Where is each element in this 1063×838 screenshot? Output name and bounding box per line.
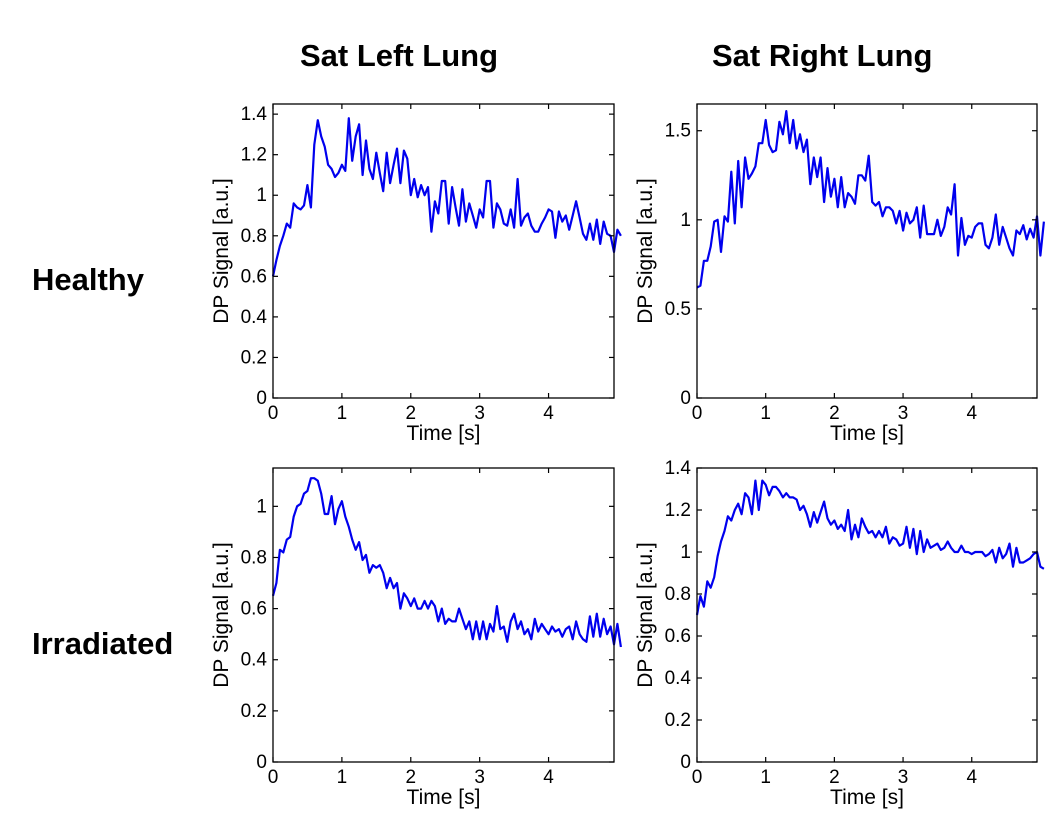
series-line-0 <box>271 117 622 277</box>
series-line-0 <box>695 479 1045 616</box>
axes-frame <box>696 103 1038 399</box>
y-tick-label: 1 <box>680 542 691 563</box>
x-tick-label: 2 <box>405 403 416 424</box>
y-tick-label: 1.4 <box>665 458 692 479</box>
x-axis-label: Time [s] <box>407 422 481 445</box>
x-axis-label: Time [s] <box>407 786 481 809</box>
series-line-0 <box>271 477 622 648</box>
y-tick-label: 0.2 <box>241 701 267 722</box>
y-axis-label: DP Signal [a.u.] <box>210 178 233 324</box>
x-tick-label: 4 <box>966 403 977 424</box>
y-tick-label: 0 <box>680 388 691 409</box>
y-tick-label: 0 <box>680 752 691 773</box>
series-line-0 <box>696 109 1045 289</box>
row-title-healthy: Healthy <box>32 262 144 297</box>
y-tick-label: 0 <box>256 752 267 773</box>
column-title-sat-right-lung: Sat Right Lung <box>712 38 933 73</box>
x-tick-label: 4 <box>543 403 554 424</box>
y-tick-label: 0.8 <box>665 584 691 605</box>
x-tick-label: 0 <box>692 403 703 424</box>
x-tick-label: 1 <box>337 403 348 424</box>
y-tick-label: 0.2 <box>241 347 267 368</box>
x-tick-label: 2 <box>405 767 416 788</box>
y-tick-label: 0.6 <box>665 626 691 647</box>
y-tick-label: 1.2 <box>665 500 691 521</box>
y-axis-label: DP Signal [a.u.] <box>634 542 657 688</box>
axes-frame <box>272 103 615 399</box>
y-tick-label: 1 <box>680 210 691 231</box>
y-tick-label: 0.2 <box>665 710 691 731</box>
x-tick-label: 3 <box>898 403 909 424</box>
axes-frame <box>696 467 1038 763</box>
y-tick-label: 1.4 <box>241 104 268 125</box>
y-tick-label: 0.4 <box>665 668 692 689</box>
x-tick-label: 4 <box>543 767 554 788</box>
x-axis-label: Time [s] <box>830 422 904 445</box>
x-tick-label: 3 <box>898 767 909 788</box>
y-tick-label: 1.2 <box>241 145 267 166</box>
x-tick-label: 3 <box>474 767 485 788</box>
x-tick-label: 1 <box>760 767 771 788</box>
column-title-sat-left-lung: Sat Left Lung <box>300 38 499 73</box>
x-axis-label: Time [s] <box>830 786 904 809</box>
axes-frame <box>272 467 615 763</box>
y-tick-label: 0.5 <box>665 299 691 320</box>
y-tick-label: 1 <box>256 185 267 206</box>
y-tick-label: 1 <box>256 496 267 517</box>
x-tick-label: 3 <box>474 403 485 424</box>
y-tick-label: 0.4 <box>241 650 268 671</box>
x-tick-label: 1 <box>760 403 771 424</box>
x-tick-label: 2 <box>829 403 840 424</box>
y-tick-label: 0.6 <box>241 599 267 620</box>
y-tick-label: 1.5 <box>665 121 691 142</box>
x-tick-label: 4 <box>966 767 977 788</box>
y-axis-label: DP Signal [a.u.] <box>210 542 233 688</box>
row-title-irradiated: Irradiated <box>32 626 174 661</box>
y-tick-label: 0 <box>256 388 267 409</box>
y-axis-label: DP Signal [a.u.] <box>634 178 657 324</box>
x-tick-label: 0 <box>268 767 279 788</box>
y-tick-label: 0.6 <box>241 266 267 287</box>
x-tick-label: 2 <box>829 767 840 788</box>
x-tick-label: 1 <box>337 767 348 788</box>
x-tick-label: 0 <box>268 403 279 424</box>
y-tick-label: 0.4 <box>241 307 268 328</box>
y-tick-label: 0.8 <box>241 547 267 568</box>
y-tick-label: 0.8 <box>241 226 267 247</box>
x-tick-label: 0 <box>692 767 703 788</box>
